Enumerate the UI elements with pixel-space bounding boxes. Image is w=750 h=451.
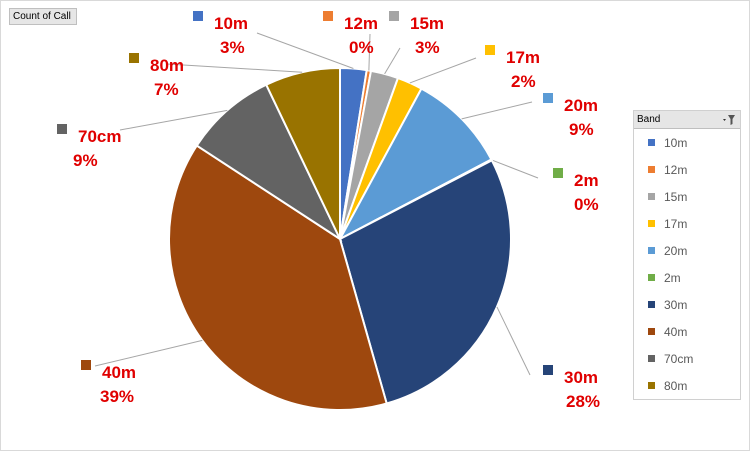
legend-item-17m[interactable]: 17m [648,217,688,231]
legend-label: 12m [664,163,688,177]
legend-item-20m[interactable]: 20m [648,244,688,258]
leader-line-30m [496,306,531,376]
data-label-category-10m: 10m [214,14,248,33]
legend: Band 10m 12m 15m 17m 20m 2m 30m 40m 70cm 80m [633,110,741,400]
filter-dropdown-icon[interactable] [722,114,736,126]
data-label-category-2m: 2m [574,171,599,190]
data-label-category-17m: 17m [506,48,540,67]
leader-line-15m [384,47,401,75]
legend-label: 70cm [664,352,694,366]
pie-slice-40m[interactable] [168,144,388,411]
legend-item-12m[interactable]: 12m [648,163,688,177]
data-label-category-70cm: 70cm [78,127,121,146]
leader-line-10m [256,32,354,69]
data-label-percent-2m: 0% [574,195,599,214]
data-label-percent-80m: 7% [154,80,179,99]
data-label-percent-30m: 28% [566,392,600,411]
data-label-swatch-20m [543,93,553,103]
data-label-swatch-80m [129,53,139,63]
value-field-button[interactable]: Count of Call [9,8,77,25]
pie-slice-70cm[interactable] [195,83,343,242]
data-label-percent-40m: 39% [100,387,134,406]
data-label-category-15m: 15m [410,14,444,33]
data-label-category-20m: 20m [564,96,598,115]
legend-item-30m[interactable]: 30m [648,298,688,312]
leader-line-2m [491,159,539,179]
data-label-swatch-17m [485,45,495,55]
legend-swatch [648,247,655,254]
legend-item-80m[interactable]: 80m [648,379,688,393]
legend-item-10m[interactable]: 10m [648,136,688,150]
data-label-swatch-2m [553,168,563,178]
legend-label: 80m [664,379,688,393]
legend-label: 15m [664,190,688,204]
leader-line-70cm [119,109,228,131]
legend-item-70cm[interactable]: 70cm [648,352,694,366]
data-label-percent-15m: 3% [415,38,440,57]
legend-swatch [648,139,655,146]
data-label-category-12m: 12m [344,14,378,33]
data-label-percent-12m: 0% [349,38,374,57]
data-label-percent-17m: 2% [511,72,536,91]
leader-line-40m [94,339,203,367]
legend-swatch [648,301,655,308]
legend-label: 40m [664,325,688,339]
legend-item-40m[interactable]: 40m [648,325,688,339]
data-label-percent-10m: 3% [220,38,245,57]
data-label-swatch-10m [193,11,203,21]
data-label-percent-20m: 9% [569,120,594,139]
legend-field-button[interactable]: Band [634,111,740,129]
legend-swatch [648,355,655,362]
legend-label: 30m [664,298,688,312]
legend-label: 2m [664,271,681,285]
legend-label: 20m [664,244,688,258]
data-label-category-80m: 80m [150,56,184,75]
leader-line-12m [368,33,371,71]
data-label-swatch-12m [323,11,333,21]
data-label-swatch-40m [81,360,91,370]
leader-line-20m [461,101,533,120]
data-label-swatch-30m [543,365,553,375]
data-label-category-40m: 40m [102,363,136,382]
data-label-swatch-15m [389,11,399,21]
legend-swatch [648,328,655,335]
legend-label: 17m [664,217,688,231]
leader-line-80m [166,63,303,73]
data-label-category-30m: 30m [564,368,598,387]
legend-title: Band [637,114,661,125]
legend-swatch [648,274,655,281]
legend-item-15m[interactable]: 15m [648,190,688,204]
legend-label: 10m [664,136,688,150]
legend-item-2m[interactable]: 2m [648,271,681,285]
leader-line-17m [409,57,477,84]
data-label-percent-70cm: 9% [73,151,98,170]
data-label-swatch-70cm [57,124,67,134]
legend-swatch [648,166,655,173]
legend-swatch [648,193,655,200]
legend-swatch [648,382,655,389]
legend-swatch [648,220,655,227]
